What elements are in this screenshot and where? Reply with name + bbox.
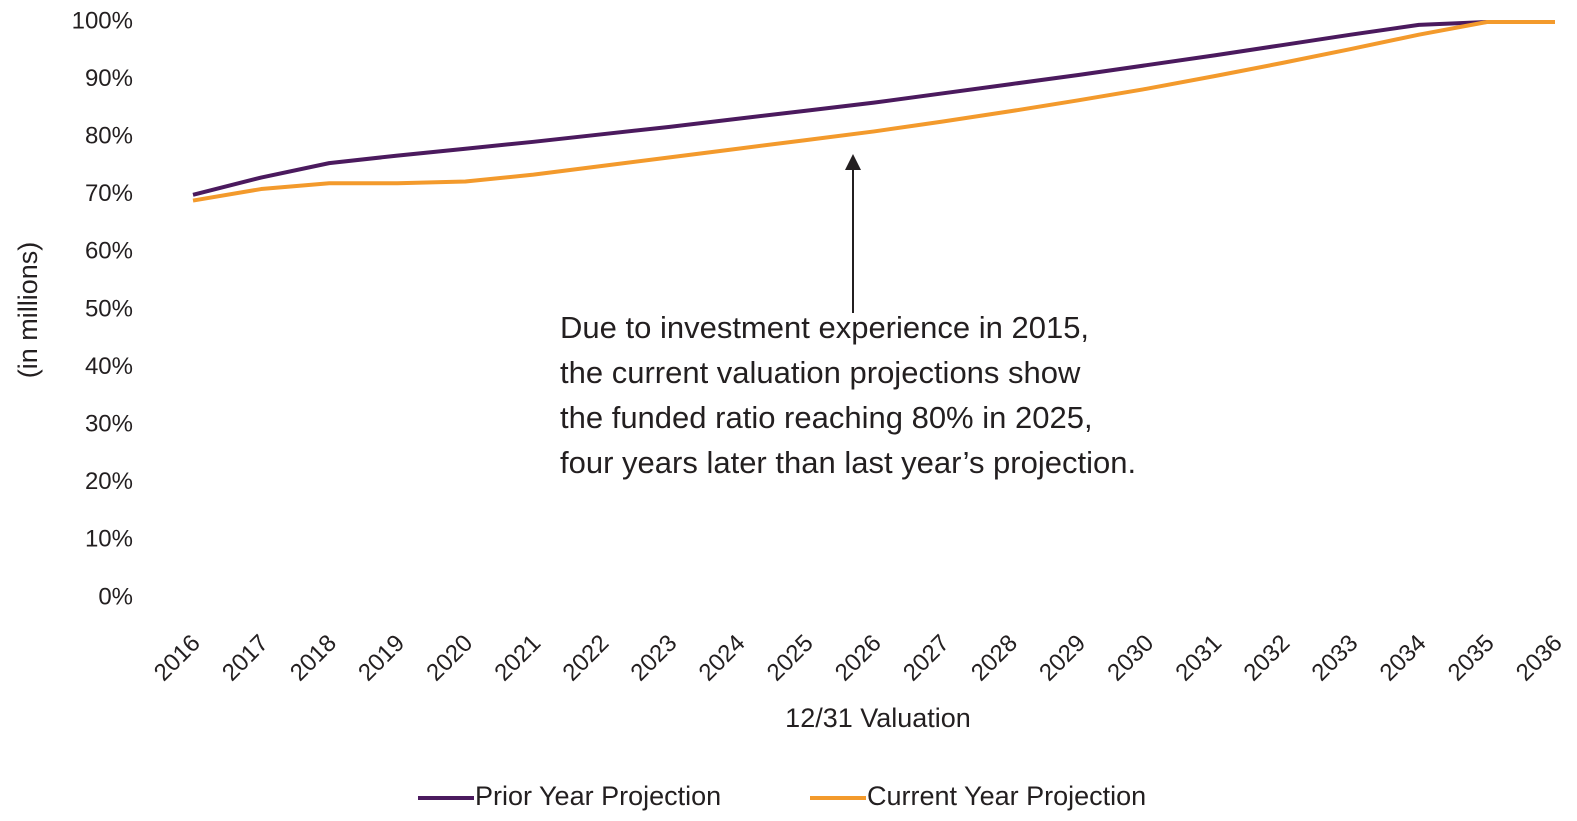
x-tick-label: 2025: [762, 630, 819, 687]
legend-label: Current Year Projection: [867, 781, 1146, 811]
x-tick-label: 2020: [421, 630, 478, 687]
x-axis-title: 12/31 Valuation: [785, 703, 971, 733]
x-tick-label: 2021: [489, 630, 546, 687]
x-tick-label: 2029: [1034, 630, 1091, 687]
x-tick-label: 2031: [1170, 630, 1227, 687]
x-tick-label: 2016: [149, 630, 206, 687]
y-tick-label: 70%: [85, 180, 133, 207]
annotation-text: four years later than last year’s projec…: [560, 445, 1136, 480]
x-tick-label: 2032: [1238, 630, 1295, 687]
x-tick-label: 2024: [694, 630, 751, 687]
x-tick-label: 2022: [557, 630, 614, 687]
x-tick-label: 2030: [1102, 630, 1159, 687]
y-tick-label: 20%: [85, 468, 133, 495]
x-tick-label: 2036: [1511, 630, 1568, 687]
line-series: [192, 20, 1555, 203]
x-tick-label: 2035: [1443, 630, 1500, 687]
y-tick-label: 30%: [85, 411, 133, 438]
annotation-text: the funded ratio reaching 80% in 2025,: [560, 400, 1093, 435]
annotation-text: Due to investment experience in 2015,: [560, 310, 1089, 345]
y-tick-label: 100%: [72, 7, 133, 34]
y-tick-label: 40%: [85, 353, 133, 380]
y-tick-label: 10%: [85, 526, 133, 553]
x-tick-label: 2017: [217, 630, 274, 687]
legend-label: Prior Year Projection: [475, 781, 721, 811]
line-series: [192, 20, 1555, 197]
x-tick-label: 2033: [1307, 630, 1364, 687]
y-tick-label: 0%: [98, 583, 133, 610]
y-tick-label: 60%: [85, 238, 133, 265]
y-tick-label: 90%: [85, 65, 133, 92]
x-tick-label: 2034: [1375, 630, 1432, 687]
y-tick-label: 80%: [85, 123, 133, 150]
x-tick-label: 2027: [898, 630, 955, 687]
annotation-text: the current valuation projections show: [560, 355, 1081, 390]
x-tick-label: 2028: [966, 630, 1023, 687]
x-tick-label: 2018: [285, 630, 342, 687]
x-tick-label: 2026: [830, 630, 887, 687]
y-tick-label: 50%: [85, 295, 133, 322]
y-axis-title: (in millions): [13, 242, 43, 379]
x-tick-label: 2023: [626, 630, 683, 687]
x-tick-label: 2019: [353, 630, 410, 687]
